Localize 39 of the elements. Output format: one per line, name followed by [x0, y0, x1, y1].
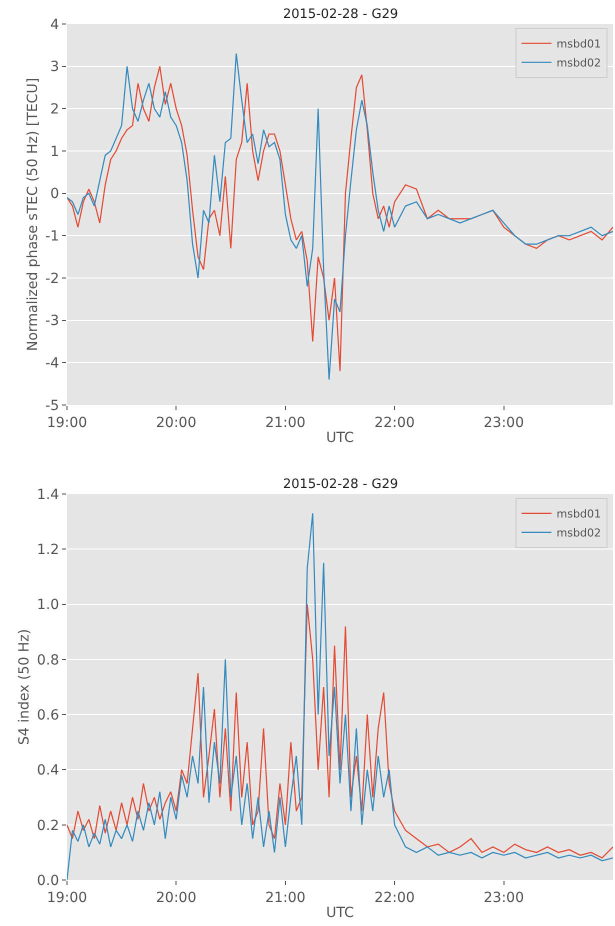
x-tick-label: 19:00 [46, 414, 88, 431]
y-tick-label: 0.2 [36, 818, 60, 834]
y-tick-label: 3 [50, 59, 60, 76]
x-tick-label: 20:00 [156, 890, 196, 906]
legend-label: msbd01 [556, 508, 601, 521]
x-axis-title: UTC [326, 430, 354, 446]
y-tick-label: -5 [45, 398, 60, 414]
x-tick-label: 22:00 [374, 890, 415, 906]
x-tick-label: 19:00 [46, 890, 88, 906]
y-tick-label: 2 [50, 102, 60, 118]
y-axis-title: Normalized phase sTEC (50 Hz) [TECU] [24, 78, 41, 352]
x-tick-label: 22:00 [374, 414, 415, 431]
legend-label: msbd01 [556, 38, 601, 51]
x-axis-title: UTC [326, 905, 354, 922]
y-tick-label: 1 [50, 144, 60, 160]
chart-title: 2015-02-28 - G29 [283, 7, 398, 22]
line-series [67, 604, 613, 859]
y-axis-title: S4 index (50 Hz) [16, 628, 33, 746]
x-tick-label: 20:00 [156, 414, 196, 431]
legend-label: msbd02 [556, 526, 601, 540]
y-tick-label: -3 [45, 313, 60, 330]
y-tick-label: 0.8 [36, 652, 60, 668]
y-tick-label: 1.0 [36, 597, 60, 614]
x-tick-label: 21:00 [265, 890, 306, 906]
y-tick-label: 1.4 [36, 486, 60, 503]
y-tick-label: -4 [45, 356, 60, 372]
y-tick-label: 4 [50, 16, 60, 33]
legend-label: msbd02 [556, 56, 601, 70]
x-tick-label: 23:00 [484, 890, 524, 906]
y-tick-label: 1.2 [36, 542, 60, 558]
chart-title: 2015-02-28 - G29 [283, 477, 398, 492]
x-tick-label: 23:00 [484, 414, 524, 431]
y-tick-label: 0.4 [36, 762, 60, 779]
y-tick-label: 0.6 [36, 707, 60, 724]
y-tick-label: -2 [45, 270, 60, 287]
y-tick-label: 0 [50, 186, 60, 202]
y-tick-label: -1 [45, 228, 60, 245]
y-tick-label: 0.0 [36, 872, 60, 889]
x-tick-label: 21:00 [265, 414, 306, 431]
